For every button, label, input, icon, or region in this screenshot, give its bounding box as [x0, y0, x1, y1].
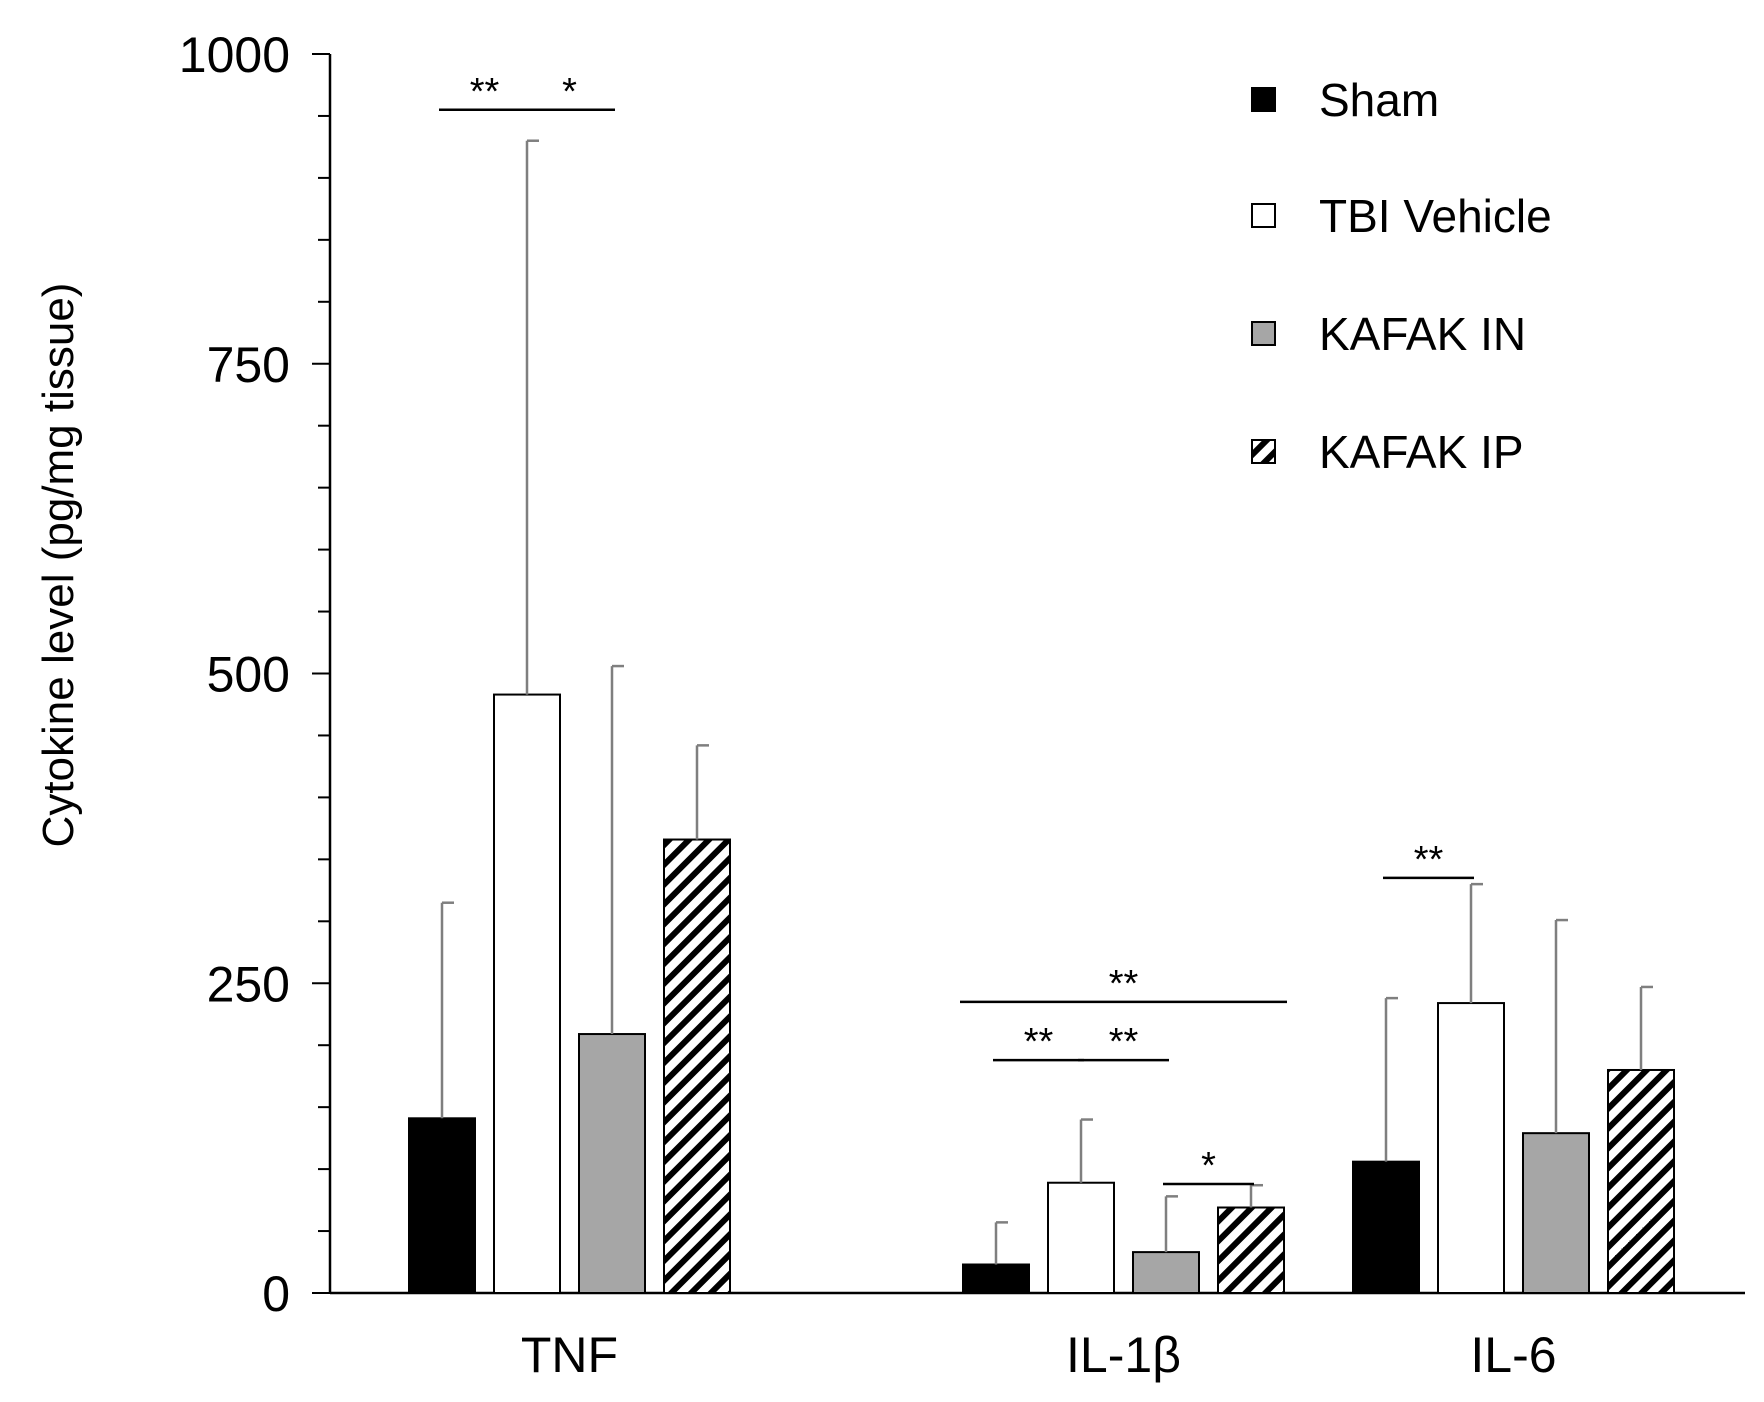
- category-label-0: TNF: [521, 1327, 618, 1383]
- bars-group: [408, 693, 1675, 1295]
- significance-label: **: [1109, 1021, 1139, 1063]
- y-tick-label: 0: [262, 1266, 290, 1322]
- bar-kafak-in-2: [1522, 1132, 1590, 1294]
- bar-kafak-in-0: [578, 1033, 646, 1294]
- bar-tbi-vehicle-2: [1437, 1002, 1505, 1294]
- legend: Sham TBI Vehicle KAFAK IN KAFAK IP: [1251, 74, 1552, 478]
- y-tick-label: 500: [207, 647, 290, 703]
- category-labels-group: TNF IL-1β IL-6: [521, 1327, 1557, 1383]
- significance-label: **: [1109, 963, 1139, 1005]
- category-label-1: IL-1β: [1066, 1327, 1181, 1383]
- bar-kafak-ip-0: [663, 838, 731, 1294]
- bar-sham-0: [408, 1117, 476, 1295]
- significance-label: **: [1024, 1021, 1054, 1063]
- significance-label: *: [562, 71, 577, 113]
- legend-swatch-kafak-ip: [1251, 439, 1276, 464]
- bar-kafak-in-1: [1132, 1251, 1200, 1295]
- error-bars-group: [440, 139, 1653, 1265]
- significance-group: ** ***** *****: [439, 71, 1474, 1187]
- significance-label: **: [470, 71, 500, 113]
- legend-label-kafak-in: KAFAK IN: [1319, 308, 1526, 360]
- bar-kafak-ip-1: [1217, 1206, 1285, 1295]
- y-ticks-group: 0 250 500 750 1000: [179, 27, 330, 1322]
- bar-sham-2: [1352, 1160, 1420, 1295]
- bar-sham-1: [962, 1263, 1030, 1295]
- y-axis-title: Cytokine level (pg/mg tissue): [34, 283, 83, 848]
- legend-swatch-tbi-vehicle: [1251, 203, 1276, 228]
- legend-swatch-sham: [1251, 87, 1276, 112]
- legend-swatch-kafak-in: [1251, 321, 1276, 346]
- significance-label: *: [1201, 1145, 1216, 1187]
- y-tick-label: 750: [207, 337, 290, 393]
- legend-label-sham: Sham: [1319, 74, 1439, 126]
- bar-tbi-vehicle-1: [1047, 1181, 1115, 1294]
- legend-label-tbi-vehicle: TBI Vehicle: [1319, 190, 1552, 242]
- legend-label-kafak-ip: KAFAK IP: [1319, 426, 1524, 478]
- bar-tbi-vehicle-0: [493, 693, 561, 1294]
- bar-kafak-ip-2: [1607, 1068, 1675, 1294]
- category-label-2: IL-6: [1470, 1327, 1556, 1383]
- significance-label: **: [1414, 839, 1444, 881]
- y-tick-label: 250: [207, 956, 290, 1012]
- y-tick-label: 1000: [179, 27, 290, 83]
